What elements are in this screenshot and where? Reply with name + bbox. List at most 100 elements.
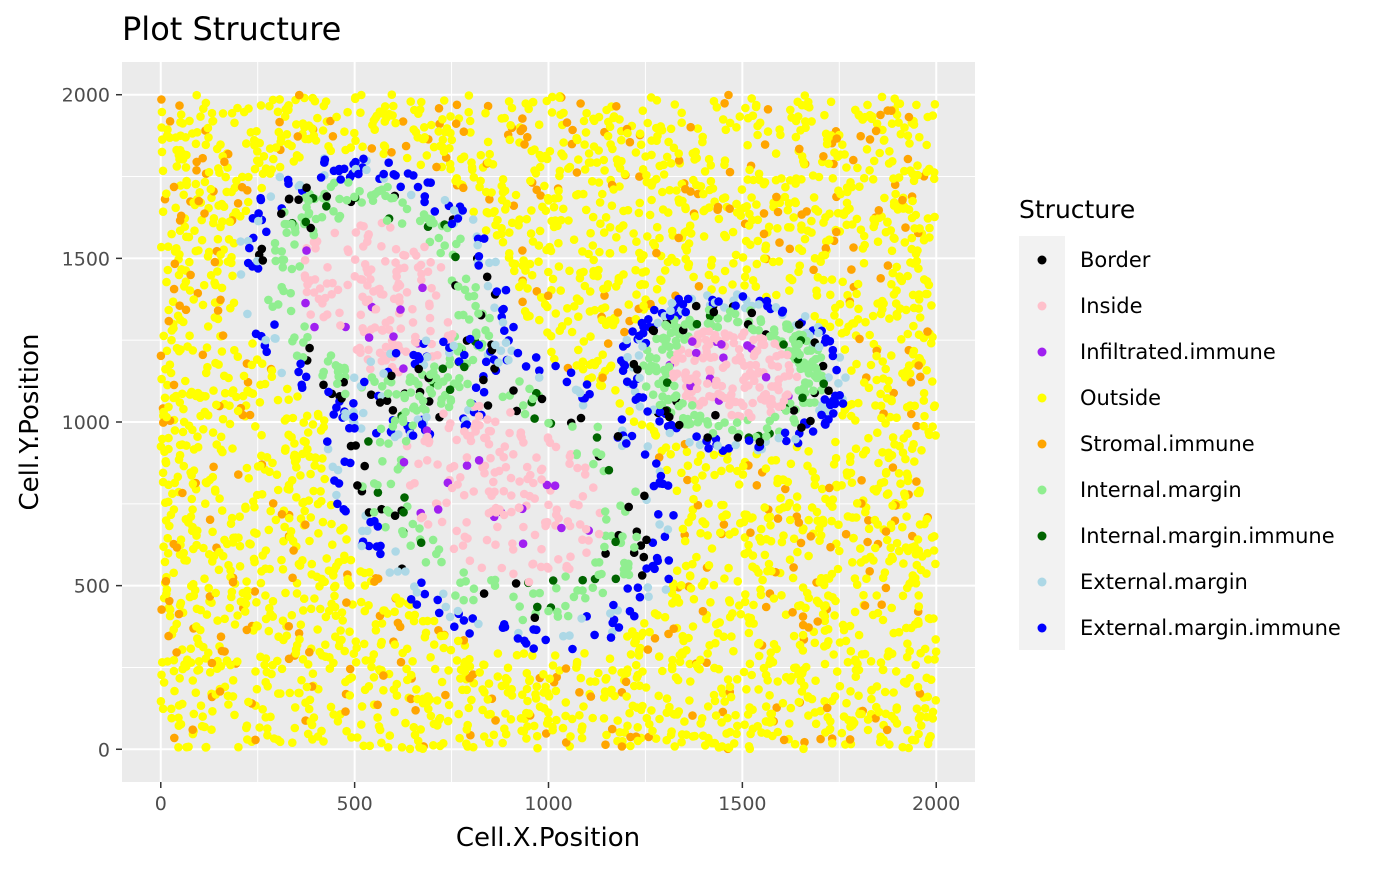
data-point <box>756 524 766 534</box>
data-point <box>765 512 774 522</box>
data-point <box>842 163 851 172</box>
data-point <box>703 319 713 328</box>
data-point <box>246 128 256 137</box>
data-point <box>252 684 262 694</box>
data-point <box>745 368 755 377</box>
data-point <box>693 124 703 133</box>
data-point <box>273 485 283 495</box>
data-point <box>709 580 719 590</box>
data-point <box>284 179 293 188</box>
data-point <box>689 175 698 185</box>
data-point <box>677 118 686 127</box>
data-point <box>303 428 313 437</box>
data-point <box>283 384 292 394</box>
data-point <box>412 600 422 609</box>
data-point <box>380 117 390 126</box>
data-point <box>617 356 626 365</box>
data-point <box>543 193 553 203</box>
data-point <box>556 215 566 225</box>
data-point <box>848 220 857 229</box>
data-point <box>499 486 509 496</box>
data-point <box>579 702 588 711</box>
data-point <box>576 673 586 683</box>
data-point <box>579 267 588 277</box>
data-point <box>369 650 379 659</box>
data-point <box>647 181 656 190</box>
data-point <box>235 541 245 551</box>
data-point <box>299 436 309 446</box>
data-point <box>453 282 463 291</box>
legend-key-marker <box>1037 301 1047 311</box>
data-point <box>861 317 870 327</box>
data-point <box>343 574 353 584</box>
data-point <box>672 486 682 496</box>
data-point <box>379 369 388 378</box>
data-point <box>924 614 934 623</box>
data-point <box>903 639 912 648</box>
data-point <box>877 92 887 102</box>
data-point <box>652 248 661 258</box>
data-point <box>781 610 791 619</box>
data-point <box>903 154 913 164</box>
data-point <box>512 650 522 660</box>
data-point <box>166 510 176 520</box>
data-point <box>637 571 647 580</box>
data-point <box>217 347 227 356</box>
data-point <box>356 275 365 284</box>
data-point <box>656 471 666 481</box>
data-point <box>442 498 451 508</box>
data-point <box>438 364 448 374</box>
data-point <box>592 433 602 442</box>
data-point <box>837 728 847 738</box>
data-point <box>745 744 755 754</box>
data-point <box>335 308 344 318</box>
legend-key-marker <box>1037 531 1047 541</box>
data-point <box>561 711 570 721</box>
data-point <box>702 417 712 426</box>
data-point <box>682 227 691 236</box>
data-point <box>297 675 306 685</box>
data-point <box>168 489 177 499</box>
data-point <box>633 723 642 732</box>
data-point <box>165 596 174 606</box>
data-point <box>390 640 400 649</box>
data-point <box>205 515 215 524</box>
data-point <box>561 698 571 707</box>
data-point <box>371 304 381 314</box>
data-point <box>872 119 882 128</box>
data-point <box>800 91 810 100</box>
data-point <box>437 517 447 527</box>
data-point <box>664 137 673 147</box>
data-point <box>753 121 762 131</box>
data-point <box>747 94 756 103</box>
data-point <box>763 566 772 576</box>
data-point <box>465 334 475 344</box>
data-point <box>626 650 636 659</box>
data-point <box>204 247 214 257</box>
data-point <box>445 612 455 622</box>
data-point <box>663 481 673 490</box>
data-point <box>301 520 310 529</box>
data-point <box>446 645 456 655</box>
data-point <box>829 650 838 659</box>
data-point <box>790 739 800 749</box>
legend-key-marker <box>1037 393 1047 403</box>
data-point <box>561 572 570 581</box>
data-point <box>640 491 649 501</box>
data-point <box>740 720 749 729</box>
data-point <box>908 196 917 206</box>
data-point <box>829 460 839 469</box>
data-point <box>321 97 331 106</box>
data-point <box>717 466 726 476</box>
data-point <box>753 130 762 140</box>
data-point <box>242 577 251 586</box>
data-point <box>859 231 869 241</box>
data-point <box>762 729 772 738</box>
data-point <box>326 116 335 126</box>
data-point <box>822 139 832 149</box>
data-point <box>568 125 577 135</box>
data-point <box>838 277 847 287</box>
data-point <box>703 649 712 658</box>
data-point <box>221 172 230 182</box>
data-point <box>274 632 283 641</box>
